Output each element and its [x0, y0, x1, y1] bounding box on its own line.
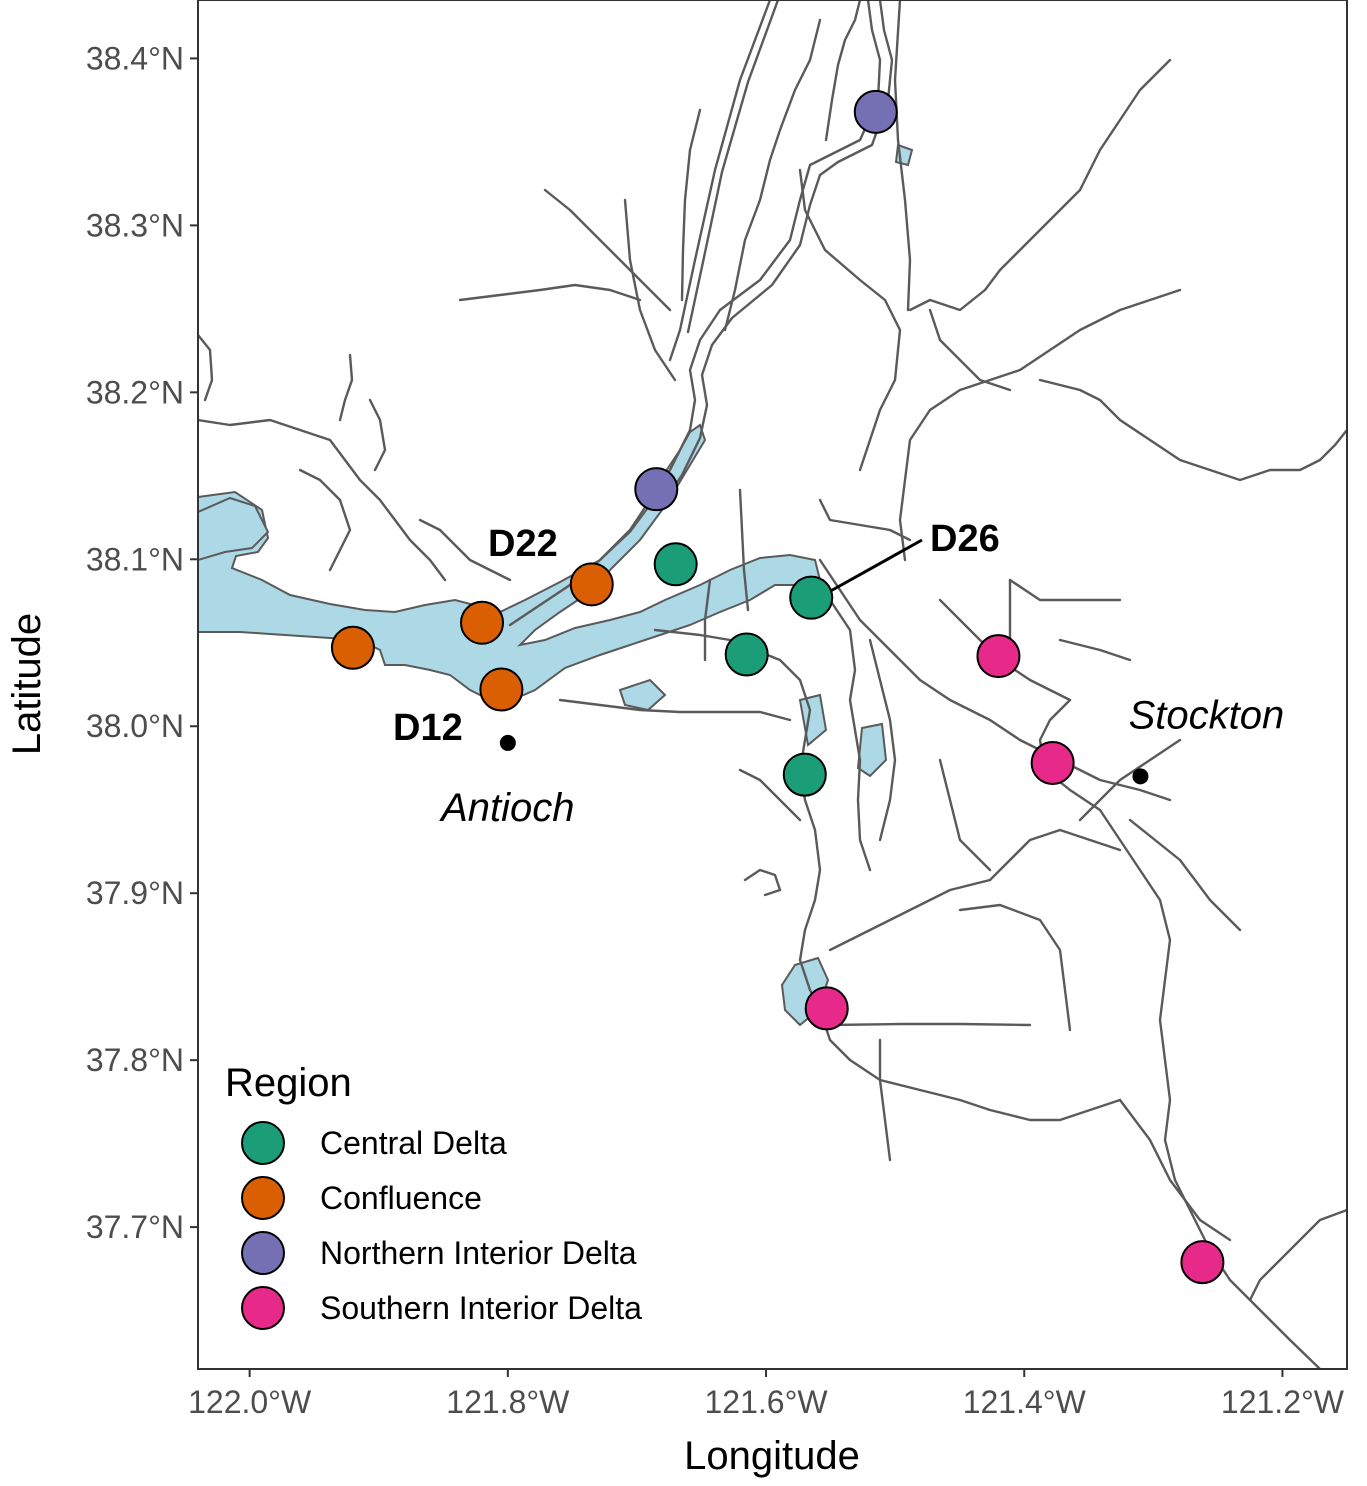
x-tick-label: 122.0°W — [188, 1384, 312, 1420]
channel — [1128, 818, 1242, 932]
channel — [878, 1038, 892, 1162]
channel — [743, 868, 782, 897]
station-point — [460, 600, 505, 645]
legend-label: Central Delta — [320, 1125, 507, 1161]
channel — [738, 488, 750, 612]
x-tick-label: 121.2°W — [1221, 1384, 1345, 1420]
city-label-stockton: Stockton — [1129, 693, 1285, 737]
map-panel-background — [198, 0, 1347, 1369]
channel — [828, 878, 992, 952]
channel — [818, 498, 912, 542]
sacramento-river-bank — [660, 0, 894, 507]
station-label-d26: D26 — [930, 518, 1000, 560]
station-point — [330, 625, 375, 670]
channel — [988, 828, 1122, 882]
channel — [1058, 638, 1132, 662]
grizzly-bay-water — [198, 496, 270, 562]
station-point — [853, 89, 898, 134]
station-point — [653, 542, 698, 587]
channel — [818, 558, 1172, 802]
y-tick-label: 38.0°N — [86, 708, 184, 744]
channel — [1008, 578, 1122, 602]
y-tick-label: 38.2°N — [86, 374, 184, 410]
channel — [543, 188, 672, 312]
station-point — [782, 752, 827, 797]
channel — [928, 308, 1012, 392]
station-point — [634, 467, 679, 512]
y-tick-label: 37.7°N — [86, 1209, 184, 1245]
station-point — [724, 632, 769, 677]
slough — [368, 398, 387, 472]
x-axis-title: Longitude — [684, 1434, 860, 1478]
d26-leader-line — [817, 538, 923, 600]
station-point — [479, 667, 524, 712]
station-point — [976, 634, 1021, 679]
slough — [338, 353, 354, 422]
x-axis: 122.0°W 121.8°W 121.6°W 121.4°W 121.2°W — [188, 1369, 1345, 1420]
station-point — [1180, 1240, 1225, 1285]
channel — [703, 578, 712, 662]
channel — [898, 288, 1182, 562]
channel — [893, 0, 912, 312]
channel — [824, 0, 862, 142]
station-point — [1030, 740, 1075, 785]
channel — [938, 758, 992, 872]
channel — [1248, 1208, 1347, 1302]
legend-label: Confluence — [320, 1180, 482, 1216]
legend-title: Region — [225, 1061, 352, 1105]
ship-channel-bank — [686, 0, 780, 334]
legend-swatch — [241, 1231, 285, 1275]
station-point — [789, 575, 834, 620]
channel — [1038, 378, 1347, 482]
channel — [723, 18, 822, 332]
station-points — [330, 89, 1225, 1285]
x-tick-label: 121.6°W — [705, 1384, 829, 1420]
channel — [738, 768, 802, 822]
y-tick-label: 37.9°N — [86, 875, 184, 911]
channel — [868, 638, 897, 842]
channel — [958, 903, 1072, 1032]
y-axis: 38.4°N 38.3°N 38.2°N 38.1°N 38.0°N 37.9°N 37.8… — [86, 40, 198, 1245]
pond-water — [856, 722, 888, 778]
slough — [198, 333, 214, 402]
legend-swatch — [241, 1286, 285, 1330]
ship-channel — [668, 0, 772, 362]
channel — [623, 198, 677, 382]
pond-water — [618, 678, 667, 712]
legend-swatch — [241, 1176, 285, 1220]
city-marker-stockton — [1132, 768, 1149, 785]
region-legend: Region Central Delta Confluence Northern I… — [225, 1061, 642, 1330]
x-tick-label: 121.8°W — [446, 1384, 570, 1420]
legend-label: Northern Interior Delta — [320, 1235, 637, 1271]
y-tick-label: 38.1°N — [86, 541, 184, 577]
city-marker-antioch — [499, 734, 516, 751]
slough — [198, 418, 447, 582]
legend-label: Southern Interior Delta — [320, 1290, 642, 1326]
legend-swatch — [241, 1121, 285, 1165]
channel — [1078, 738, 1182, 822]
mokelumne-river — [908, 58, 1172, 312]
slough — [298, 468, 352, 572]
channel — [828, 1022, 1032, 1027]
map-panel-border — [197, 0, 1348, 1370]
y-tick-label: 38.4°N — [86, 40, 184, 76]
y-axis-title: Latitude — [5, 613, 49, 755]
y-tick-label: 37.8°N — [86, 1042, 184, 1078]
city-markers: Antioch Stockton — [439, 693, 1284, 830]
city-label-antioch: Antioch — [439, 786, 574, 830]
x-tick-label: 121.4°W — [963, 1384, 1087, 1420]
channel — [1118, 1098, 1232, 1242]
y-tick-label: 38.3°N — [86, 207, 184, 243]
channel — [558, 698, 792, 722]
channel — [458, 283, 642, 302]
station-label-d22: D22 — [488, 523, 558, 565]
station-label-d12: D12 — [393, 707, 463, 749]
station-point — [804, 986, 849, 1031]
channel — [680, 108, 702, 302]
channel — [828, 598, 872, 872]
station-point — [569, 562, 614, 607]
channel — [798, 168, 902, 472]
slough — [418, 518, 512, 582]
